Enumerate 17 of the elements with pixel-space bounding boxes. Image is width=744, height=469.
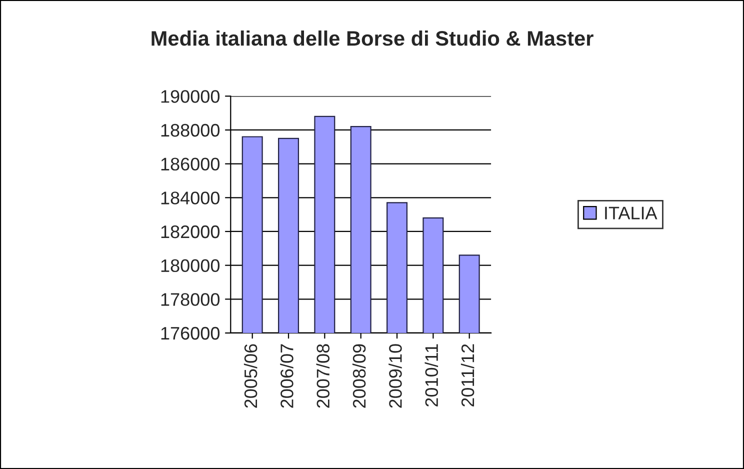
chart-title: Media italiana delle Borse di Studio & Master (152, 30, 594, 46)
x-tick-label: 2005/06 (244, 344, 258, 408)
x-tick-label: 2006/07 (280, 344, 294, 408)
y-tick-label: 188000 (161, 124, 220, 137)
y-tick-label: 184000 (161, 192, 220, 204)
y-tick-label: 186000 (161, 158, 220, 171)
y-tick-label: 178000 (161, 293, 220, 306)
y-tick-label: 176000 (161, 326, 220, 340)
x-tick-label: 2009/10 (388, 344, 402, 408)
y-tick-label: 182000 (161, 225, 220, 238)
x-tick-label: 2008/09 (352, 344, 366, 408)
x-tick-label: 2011/12 (460, 344, 474, 406)
x-tick-label: 2007/08 (316, 344, 330, 408)
legend-label: ITALIA (605, 206, 658, 220)
y-tick-label: 180000 (161, 259, 220, 272)
x-tick-label: 2010/11 (424, 344, 438, 406)
y-tick-label: 190000 (161, 90, 220, 103)
